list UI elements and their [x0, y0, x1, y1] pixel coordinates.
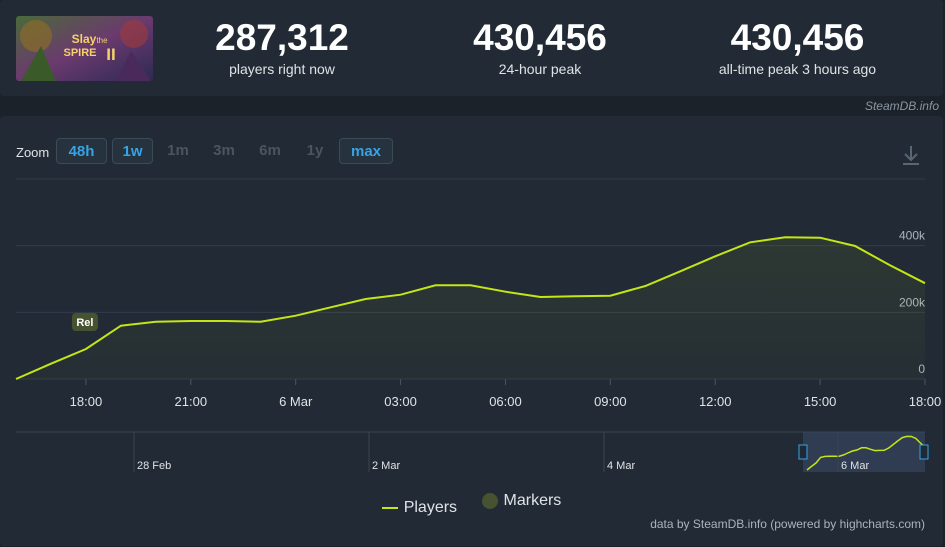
- players-area: [16, 237, 925, 379]
- legend-label: Markers: [503, 492, 562, 509]
- zoom-6m-button[interactable]: 6m: [259, 142, 281, 159]
- x-tick-label: 03:00: [384, 394, 417, 409]
- x-tick-label: 18:00: [909, 394, 942, 409]
- stat-players-now: 287,312 players right now: [202, 16, 362, 78]
- x-axis-ticks: 18:00 21:00 6 Mar 03:00 06:00 09:00 12:00 15:00…: [70, 379, 942, 409]
- navigator-label: 2 Mar: [372, 460, 400, 472]
- zoom-1m-button[interactable]: 1m: [167, 142, 189, 159]
- x-tick-label: 06:00: [489, 394, 522, 409]
- navigator-label: 28 Feb: [137, 460, 171, 472]
- legend-dot-swatch: [481, 493, 498, 509]
- navigator-selection[interactable]: [803, 432, 925, 472]
- markers-group: Rel: [71, 313, 98, 331]
- x-tick-label: 12:00: [699, 394, 732, 409]
- navigator-labels: 28 Feb 2 Mar 4 Mar 6 Mar: [133, 432, 869, 472]
- banner-title-line3: SPIRE: [63, 47, 96, 59]
- zoom-max-button[interactable]: max: [339, 138, 393, 164]
- marker-label: Rel: [76, 317, 93, 329]
- stat-value: 430,456: [473, 17, 607, 58]
- x-tick-label: 6 Mar: [279, 394, 313, 409]
- legend-item-players[interactable]: Players: [381, 499, 458, 517]
- legend-label: Players: [403, 499, 458, 516]
- navigator[interactable]: 28 Feb 2 Mar 4 Mar 6 Mar: [16, 431, 929, 472]
- players-series-line[interactable]: [15, 236, 926, 380]
- zoom-label: Zoom: [16, 145, 50, 160]
- steamdb-credit[interactable]: SteamDB.info: [864, 99, 939, 113]
- stat-value: 287,312: [215, 17, 349, 58]
- legend-line-swatch: [381, 507, 398, 509]
- y-tick-label: 400k: [899, 229, 926, 243]
- game-banner-art: Slay the SPIRE II: [16, 16, 153, 81]
- navigator-left-handle[interactable]: [798, 444, 808, 460]
- stat-label: all-time peak 3 hours ago: [718, 61, 877, 77]
- game-banner[interactable]: Slay the SPIRE II: [16, 16, 153, 81]
- zoom-1w-button[interactable]: 1w: [112, 138, 153, 164]
- navigator-series-line: [806, 435, 926, 471]
- stat-label: players right now: [229, 61, 335, 77]
- navigator-label: 6 Mar: [841, 460, 869, 472]
- banner-title-line2: the: [96, 36, 108, 45]
- data-credit[interactable]: data by SteamDB.info (powered by highcha…: [650, 517, 925, 531]
- marker-badge[interactable]: [71, 313, 98, 331]
- stat-all-time-peak: 430,456 all-time peak 3 hours ago: [700, 16, 895, 78]
- legend-item-markers[interactable]: Markers: [481, 492, 562, 510]
- download-icon[interactable]: [900, 144, 922, 166]
- stat-label: 24-hour peak: [498, 61, 582, 77]
- x-tick-label: 18:00: [70, 394, 103, 409]
- banner-numeral: II: [106, 45, 115, 64]
- stat-value: 430,456: [730, 17, 865, 58]
- navigator-right-handle[interactable]: [919, 444, 929, 460]
- zoom-3m-button[interactable]: 3m: [213, 142, 235, 159]
- stat-24h-peak: 430,456 24-hour peak: [458, 16, 622, 78]
- chart-legend: Players Markers: [0, 492, 943, 517]
- x-tick-label: 21:00: [175, 394, 208, 409]
- banner-title-line1: Slay: [72, 32, 97, 46]
- navigator-label: 4 Mar: [607, 460, 635, 472]
- stats-panel: Slay the SPIRE II 287,312 players right …: [0, 0, 943, 96]
- zoom-48h-button[interactable]: 48h: [56, 138, 107, 164]
- x-tick-label: 09:00: [594, 394, 627, 409]
- x-tick-label: 15:00: [804, 394, 837, 409]
- zoom-1y-button[interactable]: 1y: [306, 142, 324, 159]
